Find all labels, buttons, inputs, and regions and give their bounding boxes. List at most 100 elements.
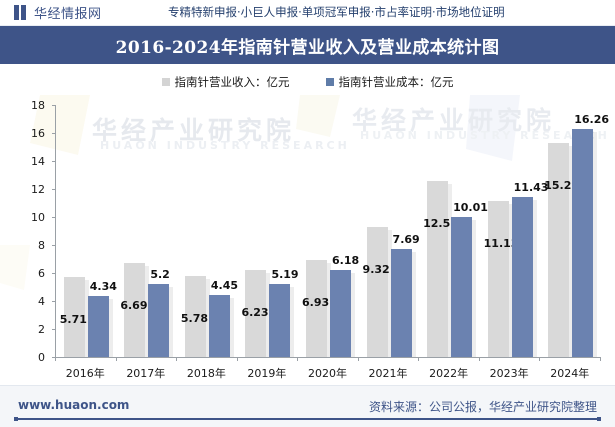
x-axis-tick-mark (115, 357, 117, 361)
bar-group: 12.55 10.01 (423, 105, 488, 357)
bar-shadow (448, 184, 453, 357)
data-label-cost: 11.43 (513, 180, 549, 194)
y-axis-tick-mark (52, 273, 56, 274)
y-axis-tick-label: 2 (38, 323, 45, 336)
bar-cost[interactable] (511, 196, 533, 357)
x-axis-label: 2022年 (429, 367, 469, 380)
bar-revenue[interactable] (548, 142, 570, 357)
bar-cost[interactable] (148, 284, 170, 357)
legend-item-cost[interactable]: 指南针营业成本：亿元 (325, 74, 454, 90)
bar-group: 5.71 4.34 (60, 105, 117, 357)
y-axis-tick-mark (52, 329, 56, 330)
y-axis-tick-label: 4 (38, 295, 45, 308)
x-axis-tick-mark (176, 357, 178, 361)
book-icon (14, 5, 27, 20)
y-axis-tick-mark (52, 217, 56, 218)
chart-canvas: 华经产业研究院 HUAON INDUSTRY RESEARCH 华经产业研究院 … (0, 95, 615, 385)
bar-group: 5.78 4.45 (181, 105, 238, 357)
footer-divider (14, 417, 601, 421)
x-axis-tick-mark (600, 357, 601, 361)
data-label-cost: 4.45 (210, 278, 239, 292)
x-axis-label: 2017年 (126, 367, 166, 380)
x-axis-line (55, 357, 600, 358)
bar-revenue[interactable] (366, 226, 388, 357)
data-label-revenue: 15.29 (544, 178, 580, 192)
bar-shadow (84, 280, 89, 357)
x-axis-tick-mark (236, 357, 238, 361)
data-label-revenue: 6.23 (241, 305, 269, 319)
header-tagline: 专精特新申报·小巨人申报·单项冠军申报·市占率证明·市场地位证明 (168, 5, 505, 19)
y-axis-tick-label: 18 (31, 99, 45, 112)
brand-name: 华经情报网 (34, 7, 102, 22)
y-axis-tick-label: 6 (38, 267, 45, 280)
page-footer: www.huaon.com 资料来源：公司公报，华经产业研究院整理 (0, 385, 615, 427)
bar-shadow (569, 145, 574, 357)
bar-shadow (508, 204, 513, 357)
bar-cost[interactable] (87, 296, 109, 357)
data-label-revenue: 6.69 (120, 299, 148, 313)
data-label-revenue: 9.32 (362, 262, 390, 276)
data-label-cost: 5.19 (271, 268, 299, 282)
y-axis-tick-label: 0 (38, 351, 45, 364)
y-axis-tick-mark (52, 133, 56, 134)
chart-title-band: 2016-2024年指南针营业收入及营业成本统计图 (0, 26, 615, 64)
data-label-cost: 7.69 (392, 233, 420, 247)
y-axis-tick-mark (52, 357, 56, 358)
page-title: 2016-2024年指南针营业收入及营业成本统计图 (115, 37, 500, 58)
chart-legend: 指南针营业收入：亿元 指南针营业成本：亿元 (0, 72, 615, 92)
bar-cost[interactable] (572, 129, 594, 357)
data-label-revenue: 11.13 (483, 237, 519, 251)
bar-shadow (472, 219, 477, 357)
data-label-cost: 16.26 (574, 113, 610, 127)
footer-source: 资料来源：公司公报，华经产业研究院整理 (368, 400, 597, 414)
bar-group: 15.29 16.26 (544, 105, 609, 357)
data-label-revenue: 5.71 (59, 313, 87, 327)
bar-shadow (387, 229, 392, 357)
bar-shadow (205, 279, 210, 357)
bar-revenue[interactable] (184, 276, 206, 357)
x-axis-label: 2018年 (186, 367, 226, 380)
x-axis-tick-mark (297, 357, 299, 361)
legend-swatch-cost (325, 78, 334, 86)
bar-cost[interactable] (330, 270, 351, 357)
x-axis-tick-mark (357, 357, 359, 361)
y-axis-tick-mark (52, 105, 56, 106)
bar-cost[interactable] (451, 216, 473, 357)
bar-revenue[interactable] (487, 201, 509, 357)
bar-shadow (266, 272, 271, 357)
bar-group: 9.32 7.69 (363, 105, 420, 357)
x-axis-label: 2024年 (550, 367, 590, 380)
bar-revenue[interactable] (427, 181, 449, 357)
bar-revenue[interactable] (63, 277, 85, 357)
footer-website[interactable]: www.huaon.com (18, 398, 130, 412)
bar-revenue[interactable] (124, 263, 146, 357)
bar-cost[interactable] (269, 284, 291, 357)
data-label-cost: 6.18 (332, 254, 360, 268)
bar-series-container: 5.71 4.34 6.69 5.2 5.78 4.45 6.23 5.19 6.93 6.18 9… (56, 105, 609, 357)
bar-shadow (532, 199, 537, 357)
legend-item-revenue[interactable]: 指南针营业收入：亿元 (161, 74, 290, 90)
legend-label-revenue: 指南针营业收入：亿元 (174, 75, 290, 89)
y-axis-tick-mark (52, 189, 56, 190)
y-axis-tick-label: 16 (31, 127, 45, 140)
legend-label-cost: 指南针营业成本：亿元 (338, 75, 454, 89)
bar-shadow (351, 273, 355, 357)
bar-revenue[interactable] (245, 269, 267, 357)
y-axis-tick-label: 8 (38, 239, 45, 252)
x-axis-label: 2023年 (489, 367, 529, 380)
brand-logo[interactable]: 华经情报网 (14, 3, 102, 22)
y-axis-tick-mark (52, 161, 56, 162)
bar-revenue[interactable] (306, 259, 327, 357)
data-label-revenue: 12.55 (423, 217, 458, 231)
bar-cost[interactable] (390, 249, 412, 357)
data-label-revenue: 5.78 (180, 312, 209, 326)
bar-shadow (108, 299, 113, 357)
y-axis-tick-mark (52, 301, 56, 302)
x-axis-tick-mark (539, 357, 541, 361)
bar-group: 6.23 5.19 (241, 105, 299, 357)
y-axis-line (55, 105, 56, 357)
bar-shadow (593, 132, 598, 357)
bar-cost[interactable] (208, 294, 230, 357)
bar-group: 6.69 5.2 (120, 105, 174, 357)
